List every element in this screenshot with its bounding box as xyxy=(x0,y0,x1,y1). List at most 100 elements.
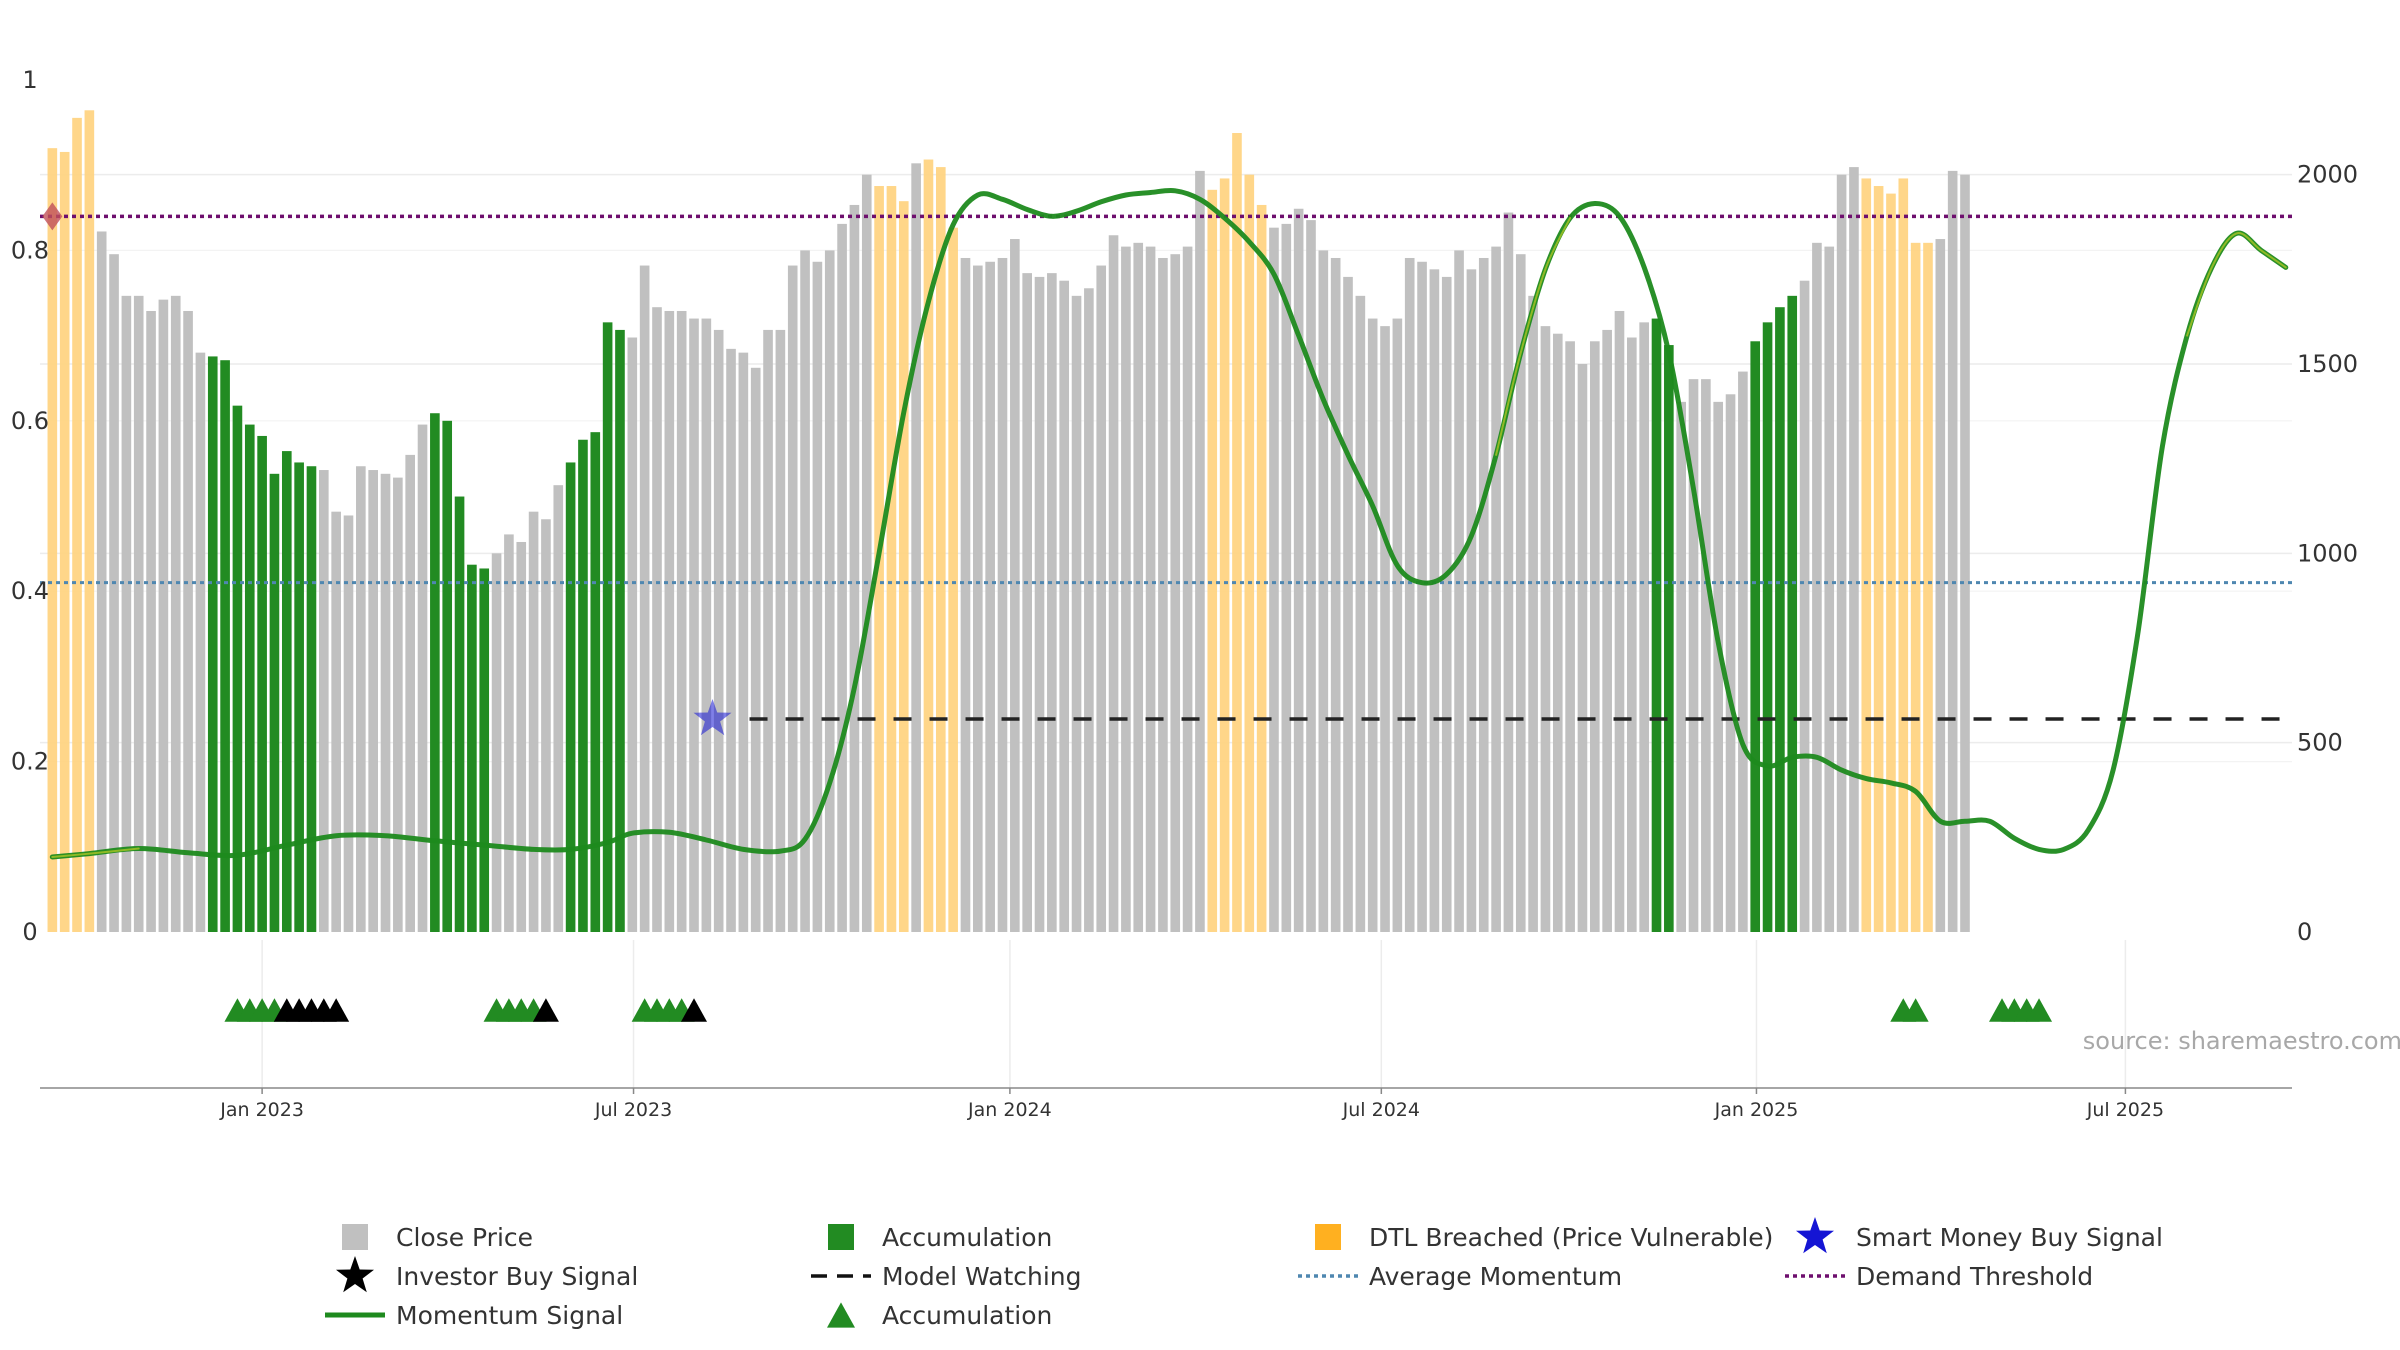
accumulation-bar xyxy=(467,564,477,932)
close-price-bar xyxy=(368,470,378,932)
legend-item: Close Price xyxy=(342,1223,533,1252)
legend: Close Price Accumulation DTL Breached (Pri… xyxy=(325,1217,2163,1330)
close-price-bar xyxy=(1182,246,1193,932)
close-price-bar xyxy=(380,473,391,932)
close-price-bar xyxy=(1836,174,1847,932)
legend-label: Average Momentum xyxy=(1369,1262,1622,1291)
close-price-bar xyxy=(1170,254,1181,933)
close-price-bar xyxy=(985,261,995,932)
close-price-bar xyxy=(1935,239,1946,933)
close-price-bar xyxy=(911,163,921,933)
close-price-bar xyxy=(1824,246,1835,932)
close-price-bar xyxy=(1627,337,1637,932)
close-price-bar xyxy=(1392,318,1403,932)
close-price-bar xyxy=(1022,273,1032,932)
left-axis-tick-label: 0.6 xyxy=(11,407,49,435)
legend-label: Demand Threshold xyxy=(1856,1262,2093,1291)
close-price-bar xyxy=(541,519,551,932)
close-price-bar xyxy=(1960,174,1970,932)
legend-label: Accumulation xyxy=(882,1301,1052,1330)
close-price-bar xyxy=(1281,223,1292,933)
close-price-bar xyxy=(1417,261,1427,932)
close-price-bar xyxy=(738,352,749,932)
smart-money-buy-star xyxy=(693,699,732,736)
close-price-bar xyxy=(516,541,527,932)
close-price-bar xyxy=(504,534,514,932)
close-price-bar xyxy=(1849,167,1859,933)
accumulation-triangle xyxy=(1902,998,1929,1022)
accumulation-bar xyxy=(306,466,317,932)
close-price-bar xyxy=(96,231,107,932)
close-price-bar xyxy=(1577,364,1588,932)
close-price-bar xyxy=(1084,288,1094,932)
accumulation-bar xyxy=(294,462,304,932)
legend-item: Model Watching xyxy=(811,1262,1082,1291)
close-price-bar xyxy=(331,511,341,932)
close-price-bar xyxy=(664,310,675,932)
accumulation-bar xyxy=(244,424,255,932)
close-price-bar xyxy=(701,318,712,932)
close-price-bar xyxy=(824,250,835,932)
close-price-bar xyxy=(1158,257,1168,932)
close-price-bar xyxy=(1466,269,1477,932)
close-price-bar xyxy=(1121,246,1131,932)
momentum-highlight-segment xyxy=(2186,232,2287,337)
close-price-bar xyxy=(183,310,193,932)
black-star-icon xyxy=(336,1256,374,1293)
dtl-breached-bar xyxy=(59,151,70,933)
dtl-breached-bar xyxy=(1898,178,1909,932)
accumulation-bar xyxy=(257,435,267,932)
legend-item: Demand Threshold xyxy=(1785,1262,2093,1291)
accumulation-bar xyxy=(1775,307,1785,932)
close-price-bar xyxy=(1010,239,1020,933)
close-price-bar xyxy=(1318,250,1329,932)
legend-swatch xyxy=(1315,1224,1341,1250)
close-price-bar xyxy=(713,329,724,932)
close-price-bar xyxy=(528,511,539,932)
close-price-bar xyxy=(1293,208,1304,932)
close-price-bar xyxy=(158,299,169,932)
close-price-bar xyxy=(109,254,119,933)
accumulation-bar xyxy=(1787,295,1798,933)
close-price-bar xyxy=(1145,246,1156,932)
close-price-bar xyxy=(1503,212,1514,933)
blue-star-icon xyxy=(1796,1217,1834,1254)
close-price-bar xyxy=(1355,295,1366,933)
close-price-bar xyxy=(1454,250,1464,932)
close-price-bar xyxy=(1478,257,1489,932)
left-axis-tick-label: 0 xyxy=(22,918,37,946)
accumulation-bar xyxy=(220,360,230,932)
dtl-breached-bar xyxy=(1219,178,1230,932)
close-price-bar xyxy=(1059,280,1070,932)
close-price-bar xyxy=(1047,273,1057,932)
legend-label: Momentum Signal xyxy=(396,1301,623,1330)
close-price-bar xyxy=(652,307,662,932)
x-axis-tick-label: Jul 2024 xyxy=(1342,1099,1420,1121)
close-price-bar xyxy=(1799,280,1810,932)
accumulation-bar xyxy=(565,462,576,932)
close-price-bar xyxy=(133,295,144,933)
accumulation-bar xyxy=(578,439,588,932)
source-label: source: sharemaestro.com xyxy=(2083,1027,2400,1055)
close-price-bar xyxy=(491,553,502,932)
dtl-breached-bar xyxy=(1244,174,1255,932)
close-price-bar xyxy=(1676,401,1686,932)
close-price-bar xyxy=(1404,257,1415,932)
accumulation-bar xyxy=(479,568,490,932)
close-price-bar xyxy=(1725,394,1736,932)
left-axis-tick-label: 0.8 xyxy=(11,236,49,264)
close-price-bar xyxy=(849,204,860,932)
legend-item: Accumulation xyxy=(827,1301,1052,1330)
close-price-bar xyxy=(1639,322,1649,932)
close-price-bar xyxy=(1614,310,1625,932)
dtl-breached-bar xyxy=(948,227,958,932)
momentum-highlight-segment xyxy=(1495,217,1572,456)
close-price-bar xyxy=(343,515,354,932)
dtl-breached-bar xyxy=(72,117,82,932)
dtl-breached-bar xyxy=(84,110,95,932)
close-price-bar xyxy=(1330,257,1341,932)
close-price-bar xyxy=(1812,242,1822,932)
momentum-signal-line xyxy=(49,187,2289,860)
close-price-bar xyxy=(1565,341,1575,932)
dtl-breached-bar xyxy=(935,167,946,933)
